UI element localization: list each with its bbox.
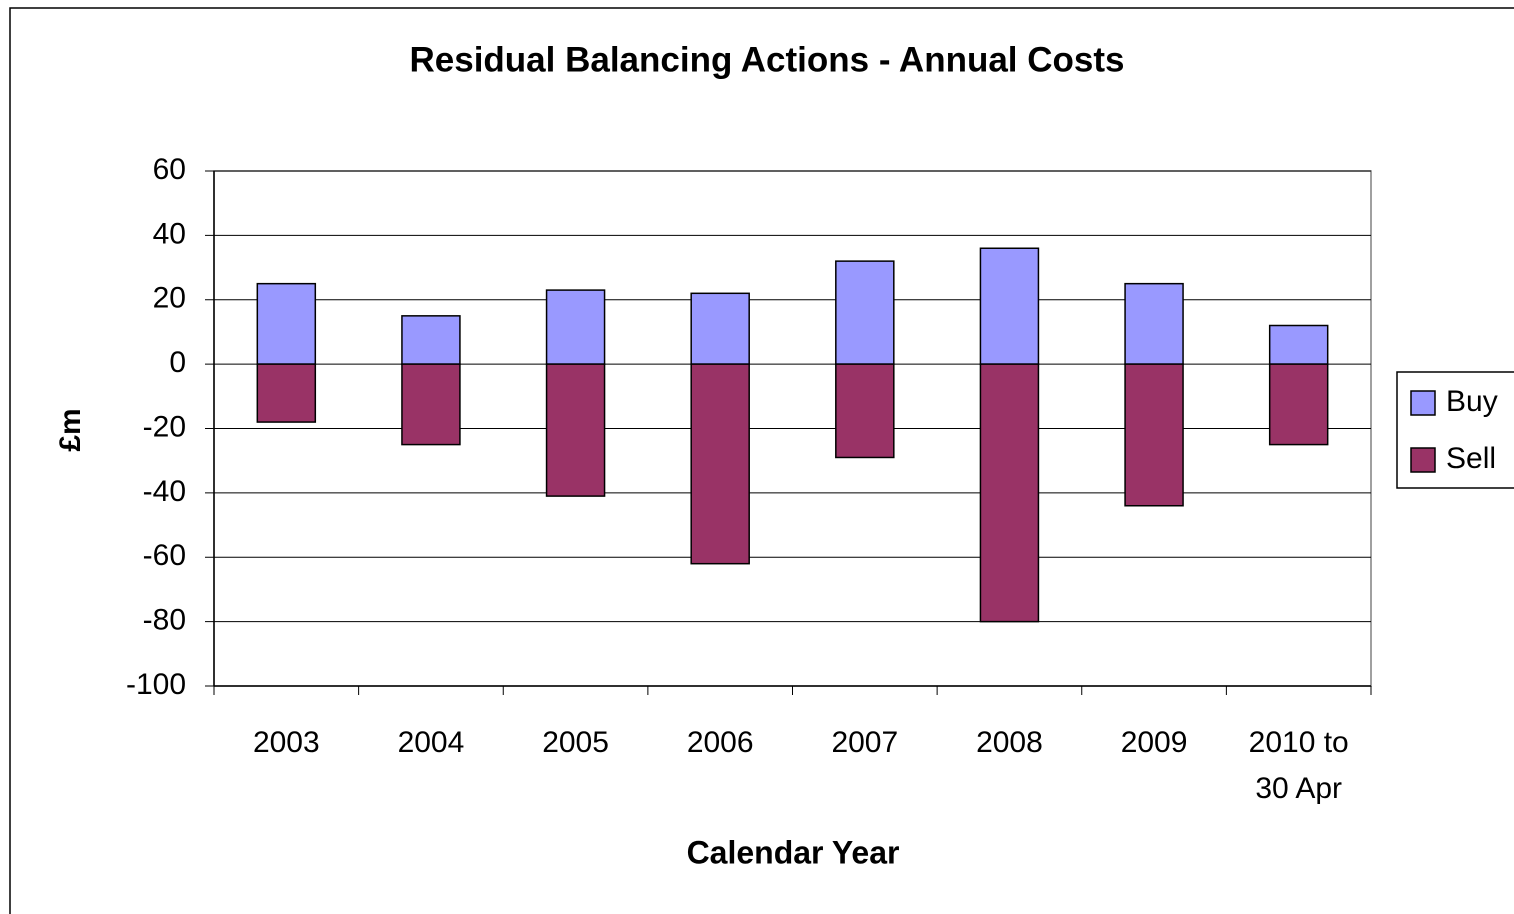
- x-tick-label: 2010 to 30 Apr: [1248, 726, 1349, 805]
- y-tick-label: -80: [143, 604, 186, 637]
- legend-label: Buy: [1446, 385, 1498, 418]
- y-tick-label: -20: [143, 410, 186, 443]
- x-tick-label: 2007: [831, 726, 899, 759]
- bar: [1268, 324, 1329, 365]
- bar: [545, 289, 606, 365]
- bar: [401, 363, 461, 446]
- bar: [1124, 282, 1184, 365]
- legend-swatch: [1410, 447, 1436, 473]
- y-axis-title: £m: [54, 408, 87, 451]
- legend-label: Sell: [1446, 442, 1496, 475]
- x-tick-label: 2009: [1120, 726, 1188, 759]
- chart-title: Residual Balancing Actions - Annual Cost…: [409, 40, 1124, 79]
- bar: [835, 260, 895, 365]
- x-tick-label: 2005: [542, 726, 609, 759]
- y-tick-label: 20: [153, 282, 186, 315]
- x-axis-title: Calendar Year: [687, 834, 900, 870]
- bar: [1124, 363, 1184, 507]
- chart-frame: [9, 7, 1514, 914]
- bar: [690, 292, 750, 365]
- x-tick-label: 2008: [976, 726, 1043, 759]
- bar: [256, 363, 317, 423]
- x-tick-label: 2004: [397, 726, 465, 759]
- bar: [979, 247, 1040, 365]
- x-tick-label: 2006: [686, 726, 754, 759]
- y-tick-label: 40: [153, 217, 186, 250]
- bar: [256, 282, 317, 365]
- y-tick-label: -60: [143, 539, 186, 572]
- bar: [1268, 363, 1329, 446]
- bar: [545, 363, 606, 497]
- bar: [401, 315, 461, 365]
- y-tick-label: -40: [143, 475, 186, 508]
- bar: [690, 363, 750, 565]
- bar: [835, 363, 895, 459]
- x-tick-label: 2003: [252, 726, 320, 759]
- bar: [979, 363, 1040, 623]
- y-tick-label: -100: [126, 668, 186, 701]
- y-tick-label: 0: [169, 346, 186, 379]
- legend-swatch: [1410, 390, 1436, 416]
- y-tick-label: 60: [153, 153, 186, 186]
